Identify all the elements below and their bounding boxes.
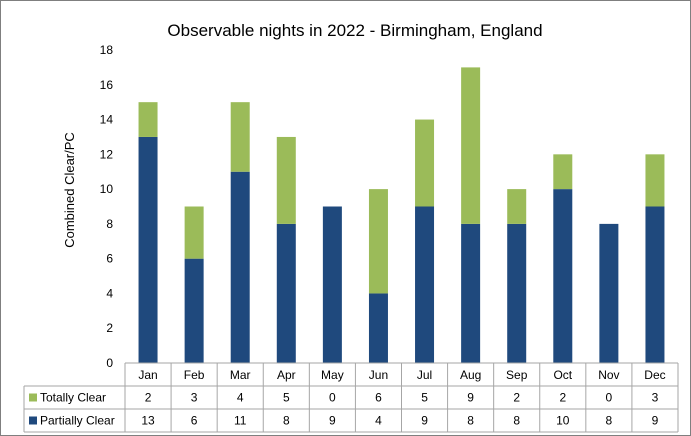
y-tick-label: 12 (100, 147, 114, 161)
bar-segment (368, 189, 388, 294)
table-cell-value: 9 (329, 414, 336, 428)
y-axis-label: Combined Clear/PC (62, 132, 77, 248)
bar-segment (368, 293, 388, 363)
table-cell-value: 5 (421, 391, 428, 405)
table-cell-value: 2 (145, 391, 152, 405)
table-cell-value: 0 (329, 391, 336, 405)
x-tick-label: Aug (460, 368, 481, 382)
y-tick-label: 8 (106, 217, 113, 231)
bar-segment (461, 67, 481, 224)
bar-segment (553, 154, 573, 190)
legend-key (29, 393, 37, 402)
table-cell-value: 9 (421, 414, 428, 428)
bar-segment (184, 258, 204, 363)
y-tick-label: 0 (106, 356, 113, 370)
table-cell-value: 9 (652, 414, 659, 428)
table-cell-value: 8 (606, 414, 613, 428)
chart-title: Observable nights in 2022 - Birmingham, … (167, 21, 542, 40)
bar-segment (276, 136, 296, 224)
table-cell-value: 0 (606, 391, 613, 405)
y-tick-label: 4 (106, 286, 113, 300)
table-cell-value: 9 (467, 391, 474, 405)
y-tick-label: 10 (100, 182, 114, 196)
bar-segment (230, 102, 250, 172)
y-tick-label: 2 (106, 321, 113, 335)
legend-label: Totally Clear (40, 391, 106, 405)
x-tick-label: May (321, 368, 344, 382)
x-tick-label: Dec (644, 368, 665, 382)
table-cell-value: 11 (234, 414, 247, 428)
table-cell-value: 2 (559, 391, 566, 405)
bar-segment (230, 171, 250, 363)
table-cell-value: 5 (283, 391, 290, 405)
y-tick-label: 16 (100, 78, 114, 92)
table-cell-value: 3 (191, 391, 198, 405)
bar-segment (415, 206, 435, 363)
bar-segment (138, 102, 158, 137)
x-tick-label: Sep (506, 368, 528, 382)
x-tick-label: Mar (230, 368, 251, 382)
bar-segment (645, 206, 665, 363)
table-cell-value: 13 (141, 414, 155, 428)
x-tick-label: Oct (553, 368, 572, 382)
x-tick-label: Jun (369, 368, 388, 382)
table-cell-value: 3 (652, 391, 659, 405)
bar-segment (184, 206, 204, 259)
bar-segment (276, 223, 296, 363)
table-cell-value: 4 (375, 414, 382, 428)
bar-segment (322, 206, 342, 363)
bar-segment (553, 189, 573, 363)
x-tick-label: Jul (417, 368, 432, 382)
table-cell-value: 6 (375, 391, 382, 405)
bar-segment (138, 136, 158, 363)
x-tick-label: Nov (598, 368, 619, 382)
x-tick-label: Feb (184, 368, 205, 382)
table-cell-value: 8 (467, 414, 474, 428)
legend-label: Partially Clear (40, 414, 115, 428)
plot-area: 0 2 4 6 8 10 12 14 16 18 Jan Feb Mar Apr May Jun Jul Aug S… (23, 43, 679, 433)
legend-key (29, 416, 37, 425)
bar-segment (461, 223, 481, 363)
y-tick-label: 18 (100, 43, 114, 57)
table-cell-value: 8 (283, 414, 290, 428)
y-tick-label: 6 (106, 252, 113, 266)
y-tick-label: 14 (100, 113, 114, 127)
bar-segment (599, 223, 619, 363)
table-cell-value: 2 (513, 391, 520, 405)
bar-segment (507, 223, 527, 363)
bar-segment (415, 119, 435, 207)
table-cell-value: 6 (191, 414, 198, 428)
bar-segment (507, 189, 527, 224)
x-tick-label: Jan (138, 368, 157, 382)
table-cell-value: 10 (556, 414, 570, 428)
table-cell-value: 8 (513, 414, 520, 428)
bar-segment (645, 154, 665, 207)
table-cell-value: 4 (237, 391, 244, 405)
x-tick-label: Apr (277, 368, 296, 382)
